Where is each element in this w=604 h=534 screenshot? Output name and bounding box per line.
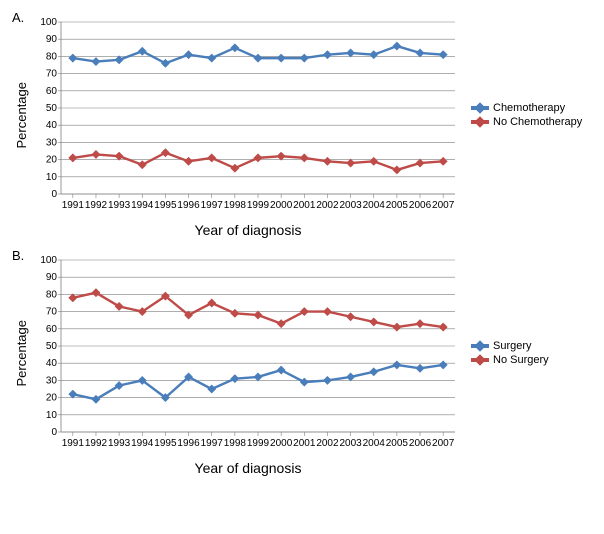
- svg-text:70: 70: [46, 307, 58, 318]
- svg-text:80: 80: [46, 289, 58, 300]
- svg-text:20: 20: [46, 393, 58, 404]
- svg-text:90: 90: [46, 34, 58, 45]
- svg-text:50: 50: [46, 341, 58, 352]
- svg-text:10: 10: [46, 410, 58, 421]
- svg-text:100: 100: [40, 17, 57, 28]
- legend-swatch-icon: [471, 358, 489, 362]
- svg-text:1991: 1991: [62, 438, 85, 449]
- svg-text:40: 40: [46, 120, 58, 131]
- svg-text:20: 20: [46, 155, 58, 166]
- svg-text:2002: 2002: [316, 200, 339, 211]
- svg-text:2004: 2004: [363, 200, 386, 211]
- svg-text:60: 60: [46, 324, 58, 335]
- legend-swatch-icon: [471, 106, 489, 110]
- legend-item: No Surgery: [471, 354, 549, 366]
- svg-text:40: 40: [46, 358, 58, 369]
- svg-text:1993: 1993: [108, 438, 131, 449]
- svg-text:30: 30: [46, 137, 58, 148]
- svg-text:1995: 1995: [154, 200, 177, 211]
- svg-text:100: 100: [40, 255, 57, 266]
- svg-text:2002: 2002: [316, 438, 339, 449]
- svg-text:1996: 1996: [177, 200, 200, 211]
- svg-text:1998: 1998: [224, 438, 247, 449]
- x-axis-label: Year of diagnosis: [33, 222, 463, 238]
- legend-swatch-icon: [471, 120, 489, 124]
- svg-text:2006: 2006: [409, 200, 432, 211]
- chart-svg: 0102030405060708090100199119921993199419…: [33, 248, 463, 458]
- svg-text:1999: 1999: [247, 200, 270, 211]
- legend: Surgery No Surgery: [463, 338, 549, 368]
- svg-text:1993: 1993: [108, 200, 131, 211]
- chart-panel-A: A.Percentage0102030405060708090100199119…: [10, 10, 594, 238]
- legend-label: Surgery: [493, 340, 532, 352]
- svg-text:0: 0: [51, 189, 57, 200]
- svg-text:2005: 2005: [386, 200, 409, 211]
- x-axis-label: Year of diagnosis: [33, 460, 463, 476]
- svg-text:50: 50: [46, 103, 58, 114]
- svg-text:2000: 2000: [270, 438, 293, 449]
- svg-text:1994: 1994: [131, 438, 154, 449]
- svg-text:80: 80: [46, 51, 58, 62]
- svg-text:2001: 2001: [293, 438, 316, 449]
- svg-text:1997: 1997: [201, 200, 224, 211]
- svg-text:2007: 2007: [432, 438, 455, 449]
- legend-item: Chemotherapy: [471, 102, 582, 114]
- chart-panel-B: B.Percentage0102030405060708090100199119…: [10, 248, 594, 476]
- svg-text:2005: 2005: [386, 438, 409, 449]
- legend-label: No Surgery: [493, 354, 549, 366]
- svg-text:2004: 2004: [363, 438, 386, 449]
- legend-label: Chemotherapy: [493, 102, 565, 114]
- panel-label: A.: [12, 10, 24, 25]
- svg-text:1999: 1999: [247, 438, 270, 449]
- legend: Chemotherapy No Chemotherapy: [463, 100, 582, 130]
- legend-item: No Chemotherapy: [471, 116, 582, 128]
- panel-label: B.: [12, 248, 24, 263]
- svg-text:1991: 1991: [62, 200, 85, 211]
- svg-text:60: 60: [46, 86, 58, 97]
- svg-text:2001: 2001: [293, 200, 316, 211]
- svg-text:70: 70: [46, 69, 58, 80]
- svg-text:2000: 2000: [270, 200, 293, 211]
- legend-label: No Chemotherapy: [493, 116, 582, 128]
- svg-text:2003: 2003: [339, 200, 362, 211]
- chart-svg: 0102030405060708090100199119921993199419…: [33, 10, 463, 220]
- svg-text:30: 30: [46, 375, 58, 386]
- svg-text:90: 90: [46, 272, 58, 283]
- legend-item: Surgery: [471, 340, 549, 352]
- svg-text:2003: 2003: [339, 438, 362, 449]
- y-axis-label: Percentage: [10, 320, 33, 387]
- svg-text:2006: 2006: [409, 438, 432, 449]
- svg-text:2007: 2007: [432, 200, 455, 211]
- svg-text:1994: 1994: [131, 200, 154, 211]
- y-axis-label: Percentage: [10, 82, 33, 149]
- svg-text:1995: 1995: [154, 438, 177, 449]
- svg-text:1996: 1996: [177, 438, 200, 449]
- svg-text:1997: 1997: [201, 438, 224, 449]
- svg-text:10: 10: [46, 172, 58, 183]
- svg-text:0: 0: [51, 427, 57, 438]
- svg-text:1998: 1998: [224, 200, 247, 211]
- svg-text:1992: 1992: [85, 200, 108, 211]
- legend-swatch-icon: [471, 344, 489, 348]
- svg-text:1992: 1992: [85, 438, 108, 449]
